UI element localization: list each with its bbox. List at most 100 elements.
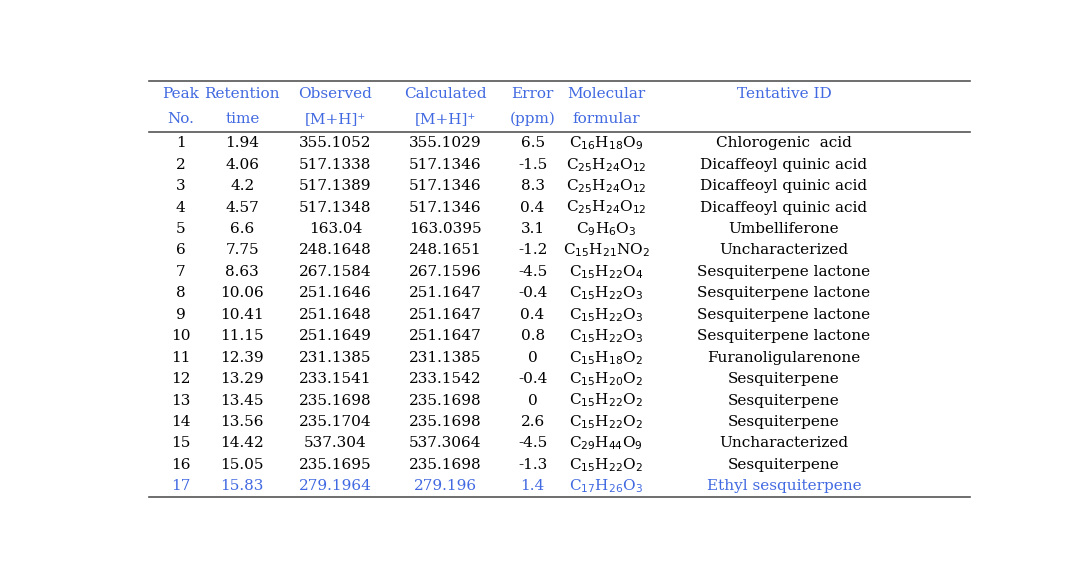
Text: Sesquiterpene: Sesquiterpene (728, 372, 840, 386)
Text: 15: 15 (170, 436, 190, 451)
Text: 13.56: 13.56 (221, 415, 264, 429)
Text: 517.1346: 517.1346 (410, 179, 482, 193)
Text: C$_{25}$H$_{24}$O$_{12}$: C$_{25}$H$_{24}$O$_{12}$ (566, 199, 646, 216)
Text: C$_{25}$H$_{24}$O$_{12}$: C$_{25}$H$_{24}$O$_{12}$ (566, 177, 646, 195)
Text: 517.1348: 517.1348 (299, 201, 371, 215)
Text: 1.94: 1.94 (225, 136, 259, 150)
Text: Sesquiterpene: Sesquiterpene (728, 415, 840, 429)
Text: 6.5: 6.5 (521, 136, 545, 150)
Text: Dicaffeoyl quinic acid: Dicaffeoyl quinic acid (700, 201, 867, 215)
Text: Sesquiterpene lactone: Sesquiterpene lactone (698, 308, 870, 322)
Text: Molecular: Molecular (567, 88, 645, 102)
Text: 235.1695: 235.1695 (299, 458, 371, 472)
Text: 235.1698: 235.1698 (410, 394, 482, 408)
Text: 13.45: 13.45 (221, 394, 264, 408)
Text: Umbelliferone: Umbelliferone (728, 222, 840, 236)
Text: 251.1649: 251.1649 (299, 329, 371, 343)
Text: C$_9$H$_6$O$_3$: C$_9$H$_6$O$_3$ (577, 220, 637, 238)
Text: 517.1346: 517.1346 (410, 201, 482, 215)
Text: 517.1338: 517.1338 (299, 158, 371, 172)
Text: 4.2: 4.2 (230, 179, 254, 193)
Text: Sesquiterpene: Sesquiterpene (728, 394, 840, 408)
Text: Chlorogenic  acid: Chlorogenic acid (716, 136, 852, 150)
Text: formular: formular (572, 112, 640, 126)
Text: 4: 4 (176, 201, 186, 215)
Text: 267.1584: 267.1584 (299, 265, 371, 279)
Text: 13.29: 13.29 (221, 372, 264, 386)
Text: (ppm): (ppm) (510, 112, 556, 126)
Text: Ethyl sesquiterpene: Ethyl sesquiterpene (707, 479, 862, 493)
Text: 8.63: 8.63 (225, 265, 259, 279)
Text: 12: 12 (170, 372, 190, 386)
Text: Retention: Retention (204, 88, 280, 102)
Text: C$_{17}$H$_{26}$O$_3$: C$_{17}$H$_{26}$O$_3$ (569, 477, 643, 495)
Text: 15.05: 15.05 (221, 458, 264, 472)
Text: 4.06: 4.06 (225, 158, 259, 172)
Text: 8: 8 (176, 287, 186, 300)
Text: 251.1647: 251.1647 (410, 287, 482, 300)
Text: 233.1541: 233.1541 (299, 372, 371, 386)
Text: Uncharacterized: Uncharacterized (720, 436, 848, 451)
Text: 235.1698: 235.1698 (299, 394, 371, 408)
Text: C$_{25}$H$_{24}$O$_{12}$: C$_{25}$H$_{24}$O$_{12}$ (566, 156, 646, 173)
Text: 163.04: 163.04 (309, 222, 363, 236)
Text: 7.75: 7.75 (225, 244, 259, 258)
Text: 4.57: 4.57 (225, 201, 259, 215)
Text: C$_{15}$H$_{22}$O$_3$: C$_{15}$H$_{22}$O$_3$ (569, 327, 643, 345)
Text: 0.4: 0.4 (521, 201, 545, 215)
Text: Furanoligularenone: Furanoligularenone (708, 351, 860, 365)
Text: Observed: Observed (298, 88, 372, 102)
Text: 11.15: 11.15 (221, 329, 264, 343)
Text: 15.83: 15.83 (221, 479, 264, 493)
Text: Dicaffeoyl quinic acid: Dicaffeoyl quinic acid (700, 158, 867, 172)
Text: 0: 0 (527, 351, 537, 365)
Text: 1: 1 (176, 136, 186, 150)
Text: -4.5: -4.5 (518, 265, 547, 279)
Text: -0.4: -0.4 (518, 287, 547, 300)
Text: [M+H]⁺: [M+H]⁺ (305, 112, 366, 126)
Text: 5: 5 (176, 222, 186, 236)
Text: 279.1964: 279.1964 (299, 479, 371, 493)
Text: -1.5: -1.5 (518, 158, 547, 172)
Text: Tentative ID: Tentative ID (736, 88, 831, 102)
Text: C$_{15}$H$_{20}$O$_2$: C$_{15}$H$_{20}$O$_2$ (569, 370, 643, 388)
Text: 248.1648: 248.1648 (299, 244, 371, 258)
Text: time: time (225, 112, 260, 126)
Text: 163.0395: 163.0395 (410, 222, 482, 236)
Text: 10.06: 10.06 (221, 287, 264, 300)
Text: Uncharacterized: Uncharacterized (720, 244, 848, 258)
Text: 9: 9 (176, 308, 186, 322)
Text: 517.1346: 517.1346 (410, 158, 482, 172)
Text: 235.1698: 235.1698 (410, 458, 482, 472)
Text: 231.1385: 231.1385 (299, 351, 371, 365)
Text: 10: 10 (170, 329, 190, 343)
Text: 12.39: 12.39 (221, 351, 264, 365)
Text: 0.4: 0.4 (521, 308, 545, 322)
Text: 235.1698: 235.1698 (410, 415, 482, 429)
Text: 537.3064: 537.3064 (410, 436, 482, 451)
Text: 517.1389: 517.1389 (299, 179, 371, 193)
Text: C$_{15}$H$_{22}$O$_2$: C$_{15}$H$_{22}$O$_2$ (569, 413, 643, 431)
Text: 14.42: 14.42 (221, 436, 264, 451)
Text: C$_{15}$H$_{22}$O$_3$: C$_{15}$H$_{22}$O$_3$ (569, 306, 643, 324)
Text: Sesquiterpene: Sesquiterpene (728, 458, 840, 472)
Text: Sesquiterpene lactone: Sesquiterpene lactone (698, 287, 870, 300)
Text: 8.3: 8.3 (521, 179, 545, 193)
Text: 537.304: 537.304 (304, 436, 367, 451)
Text: Sesquiterpene lactone: Sesquiterpene lactone (698, 329, 870, 343)
Text: C$_{29}$H$_{44}$O$_9$: C$_{29}$H$_{44}$O$_9$ (569, 434, 643, 452)
Text: 355.1029: 355.1029 (410, 136, 482, 150)
Text: [M+H]⁺: [M+H]⁺ (415, 112, 476, 126)
Text: 267.1596: 267.1596 (410, 265, 482, 279)
Text: 251.1648: 251.1648 (299, 308, 371, 322)
Text: 6.6: 6.6 (230, 222, 254, 236)
Text: 279.196: 279.196 (414, 479, 477, 493)
Text: C$_{15}$H$_{22}$O$_2$: C$_{15}$H$_{22}$O$_2$ (569, 392, 643, 409)
Text: 3.1: 3.1 (521, 222, 545, 236)
Text: C$_{16}$H$_{18}$O$_9$: C$_{16}$H$_{18}$O$_9$ (569, 135, 643, 152)
Text: 13: 13 (170, 394, 190, 408)
Text: Peak: Peak (162, 88, 199, 102)
Text: 251.1646: 251.1646 (299, 287, 371, 300)
Text: -4.5: -4.5 (518, 436, 547, 451)
Text: 251.1647: 251.1647 (410, 329, 482, 343)
